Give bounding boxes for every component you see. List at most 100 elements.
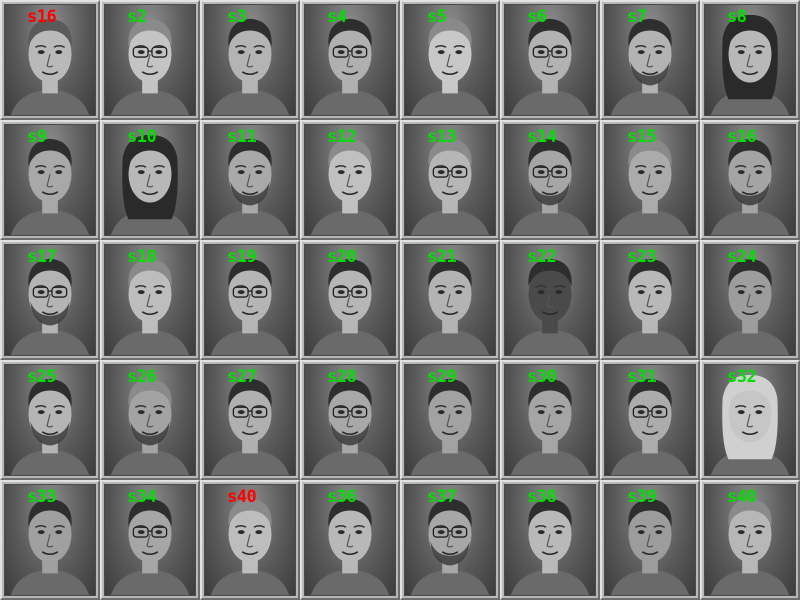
face-photo: s37 bbox=[404, 484, 496, 596]
face-portrait-icon bbox=[610, 18, 690, 115]
face-portrait-icon bbox=[110, 378, 190, 475]
subject-label: s32 bbox=[727, 367, 757, 387]
face-portrait-icon bbox=[10, 498, 90, 595]
face-cell[interactable]: s38 bbox=[500, 480, 600, 600]
face-cell[interactable]: s21 bbox=[400, 240, 500, 360]
subject-label: s5 bbox=[427, 7, 447, 27]
subject-label: s6 bbox=[527, 7, 547, 27]
face-cell[interactable]: s36 bbox=[300, 480, 400, 600]
face-photo: s30 bbox=[504, 364, 596, 476]
face-cell[interactable]: s30 bbox=[500, 360, 600, 480]
subject-label: s29 bbox=[427, 367, 457, 387]
subject-label: s18 bbox=[127, 247, 157, 267]
face-photo: s27 bbox=[204, 364, 296, 476]
face-cell[interactable]: s22 bbox=[500, 240, 600, 360]
face-photo: s5 bbox=[404, 4, 496, 116]
subject-label: s39 bbox=[627, 487, 657, 507]
subject-label: s4 bbox=[327, 7, 347, 27]
face-photo: s3 bbox=[204, 4, 296, 116]
face-portrait-icon bbox=[710, 374, 790, 475]
face-cell[interactable]: s40 bbox=[200, 480, 300, 600]
face-photo: s8 bbox=[704, 4, 796, 116]
subject-label: s36 bbox=[327, 487, 357, 507]
subject-label: s26 bbox=[127, 367, 157, 387]
face-cell[interactable]: s5 bbox=[400, 0, 500, 120]
face-cell[interactable]: s16 bbox=[700, 120, 800, 240]
face-cell[interactable]: s18 bbox=[100, 240, 200, 360]
face-cell[interactable]: s20 bbox=[300, 240, 400, 360]
face-cell[interactable]: s40 bbox=[700, 480, 800, 600]
face-portrait-icon bbox=[110, 134, 190, 235]
face-portrait-icon bbox=[110, 18, 190, 115]
face-portrait-icon bbox=[310, 18, 390, 115]
face-cell[interactable]: s15 bbox=[600, 120, 700, 240]
face-cell[interactable]: s16 bbox=[0, 0, 100, 120]
face-photo: s20 bbox=[304, 244, 396, 356]
face-photo: s17 bbox=[4, 244, 96, 356]
face-cell[interactable]: s9 bbox=[0, 120, 100, 240]
face-cell[interactable]: s12 bbox=[300, 120, 400, 240]
subject-label: s11 bbox=[227, 127, 257, 147]
subject-label: s10 bbox=[127, 127, 157, 147]
face-cell[interactable]: s13 bbox=[400, 120, 500, 240]
subject-label: s14 bbox=[527, 127, 557, 147]
face-portrait-icon bbox=[110, 258, 190, 355]
subject-label: s27 bbox=[227, 367, 257, 387]
subject-label: s16 bbox=[727, 127, 757, 147]
face-cell[interactable]: s23 bbox=[600, 240, 700, 360]
face-cell[interactable]: s25 bbox=[0, 360, 100, 480]
subject-label: s24 bbox=[727, 247, 757, 267]
face-cell[interactable]: s8 bbox=[700, 0, 800, 120]
face-photo: s13 bbox=[404, 124, 496, 236]
face-photo: s32 bbox=[704, 364, 796, 476]
face-photo: s31 bbox=[604, 364, 696, 476]
face-portrait-icon bbox=[210, 258, 290, 355]
face-cell[interactable]: s33 bbox=[0, 480, 100, 600]
face-photo: s25 bbox=[4, 364, 96, 476]
face-cell[interactable]: s27 bbox=[200, 360, 300, 480]
face-cell[interactable]: s34 bbox=[100, 480, 200, 600]
face-cell[interactable]: s29 bbox=[400, 360, 500, 480]
face-cell[interactable]: s2 bbox=[100, 0, 200, 120]
face-cell[interactable]: s28 bbox=[300, 360, 400, 480]
face-portrait-icon bbox=[710, 14, 790, 115]
face-portrait-icon bbox=[310, 498, 390, 595]
face-photo: s16 bbox=[704, 124, 796, 236]
subject-label: s15 bbox=[627, 127, 657, 147]
face-cell[interactable]: s7 bbox=[600, 0, 700, 120]
face-portrait-icon bbox=[210, 18, 290, 115]
face-cell[interactable]: s37 bbox=[400, 480, 500, 600]
face-portrait-icon bbox=[10, 138, 90, 235]
subject-label: s8 bbox=[727, 7, 747, 27]
face-cell[interactable]: s24 bbox=[700, 240, 800, 360]
face-cell[interactable]: s39 bbox=[600, 480, 700, 600]
face-cell[interactable]: s10 bbox=[100, 120, 200, 240]
face-cell[interactable]: s32 bbox=[700, 360, 800, 480]
face-photo: s9 bbox=[4, 124, 96, 236]
face-cell[interactable]: s26 bbox=[100, 360, 200, 480]
face-photo: s2 bbox=[104, 4, 196, 116]
face-cell[interactable]: s17 bbox=[0, 240, 100, 360]
face-photo: s26 bbox=[104, 364, 196, 476]
face-portrait-icon bbox=[10, 18, 90, 115]
subject-label: s23 bbox=[627, 247, 657, 267]
face-portrait-icon bbox=[510, 138, 590, 235]
subject-label: s40 bbox=[227, 487, 257, 507]
subject-label: s9 bbox=[27, 127, 47, 147]
face-cell[interactable]: s3 bbox=[200, 0, 300, 120]
face-photo: s11 bbox=[204, 124, 296, 236]
face-cell[interactable]: s14 bbox=[500, 120, 600, 240]
face-portrait-icon bbox=[310, 258, 390, 355]
subject-label: s21 bbox=[427, 247, 457, 267]
face-cell[interactable]: s11 bbox=[200, 120, 300, 240]
face-cell[interactable]: s19 bbox=[200, 240, 300, 360]
face-cell[interactable]: s31 bbox=[600, 360, 700, 480]
face-cell[interactable]: s6 bbox=[500, 0, 600, 120]
subject-label: s7 bbox=[627, 7, 647, 27]
face-portrait-icon bbox=[10, 378, 90, 475]
subject-label: s30 bbox=[527, 367, 557, 387]
face-photo: s39 bbox=[604, 484, 696, 596]
subject-label: s28 bbox=[327, 367, 357, 387]
face-cell[interactable]: s4 bbox=[300, 0, 400, 120]
face-photo: s33 bbox=[4, 484, 96, 596]
